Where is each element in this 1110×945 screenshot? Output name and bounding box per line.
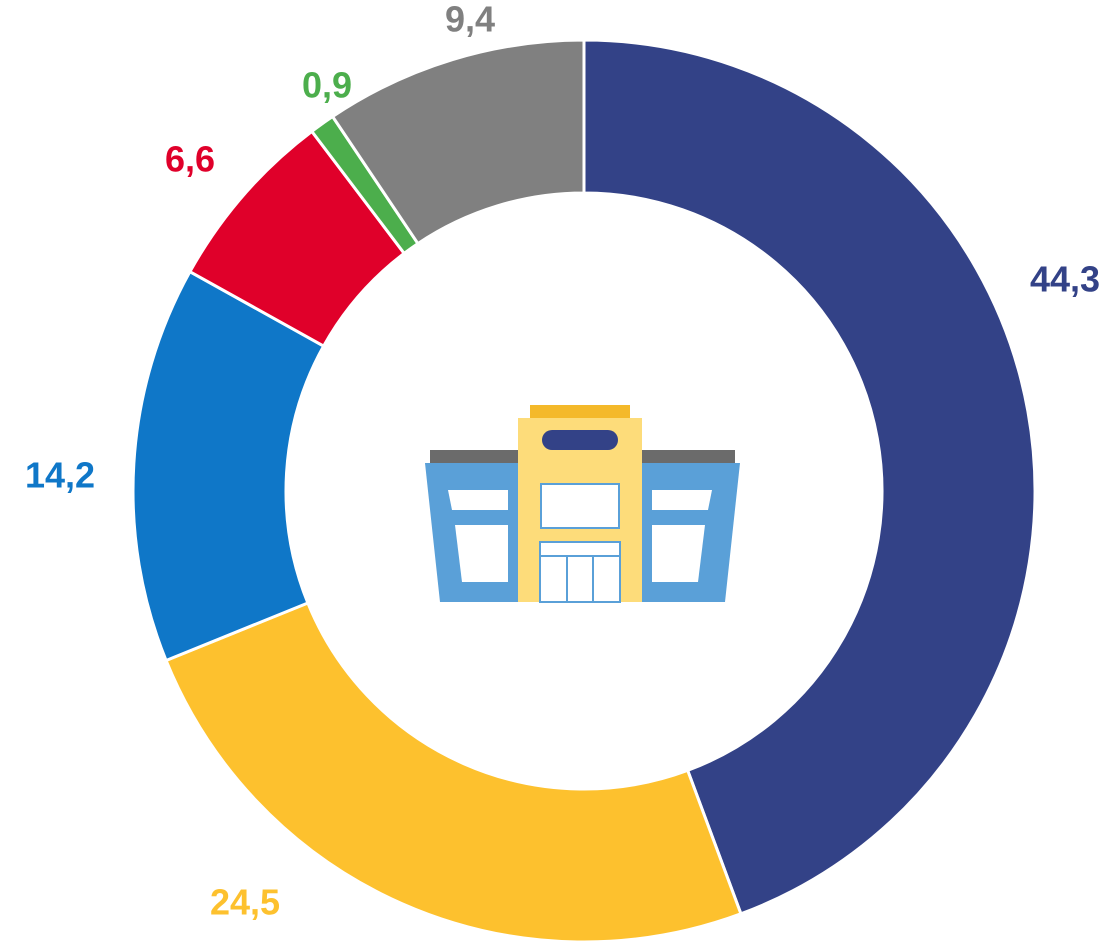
donut-segment <box>330 38 586 246</box>
store-icon <box>425 405 740 603</box>
donut-segment <box>582 38 1037 916</box>
data-label: 44,3 <box>1030 259 1100 300</box>
data-label: 6,6 <box>165 139 215 180</box>
data-label: 0,9 <box>302 65 352 106</box>
donut-segment <box>164 601 743 944</box>
data-label: 14,2 <box>25 455 95 496</box>
data-label: 9,4 <box>445 0 495 40</box>
data-label: 24,5 <box>210 882 280 923</box>
